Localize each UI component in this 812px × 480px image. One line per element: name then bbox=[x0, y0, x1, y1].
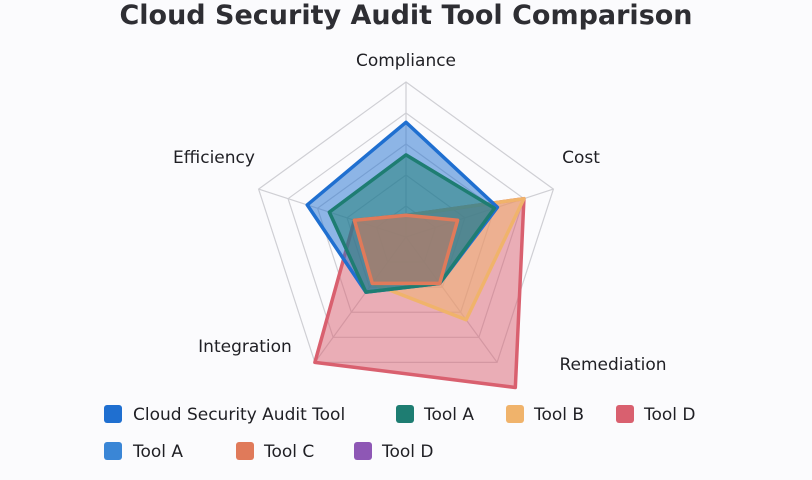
legend-label: Tool D bbox=[381, 442, 434, 462]
legend-swatch bbox=[616, 405, 634, 423]
axis-label-integration: Integration bbox=[198, 337, 292, 357]
legend-swatch bbox=[506, 405, 524, 423]
series-areas bbox=[305, 120, 526, 390]
axis-label-compliance: Compliance bbox=[356, 51, 456, 71]
legend: Cloud Security Audit Tool Tool A Tool B Too… bbox=[104, 405, 696, 462]
axis-label-remediation: Remediation bbox=[559, 355, 666, 375]
legend-label: Tool D bbox=[643, 405, 696, 425]
legend-label: Tool A bbox=[132, 442, 183, 462]
axis-labels: Compliance Cost Remediation Integration Effi… bbox=[173, 51, 666, 375]
legend-swatch bbox=[104, 405, 122, 423]
axis-label-efficiency: Efficiency bbox=[173, 148, 255, 168]
series-area-tool-c bbox=[352, 213, 460, 286]
legend-swatch bbox=[396, 405, 414, 423]
legend-swatch bbox=[354, 442, 372, 460]
legend-label: Cloud Security Audit Tool bbox=[133, 405, 345, 425]
axis-label-cost: Cost bbox=[562, 148, 600, 168]
chart-title: Cloud Security Audit Tool Comparison bbox=[119, 0, 692, 31]
legend-swatch bbox=[104, 442, 122, 460]
legend-label: Tool A bbox=[423, 405, 474, 425]
legend-swatch bbox=[236, 442, 254, 460]
legend-label: Tool B bbox=[533, 405, 584, 425]
legend-label: Tool C bbox=[263, 442, 314, 462]
